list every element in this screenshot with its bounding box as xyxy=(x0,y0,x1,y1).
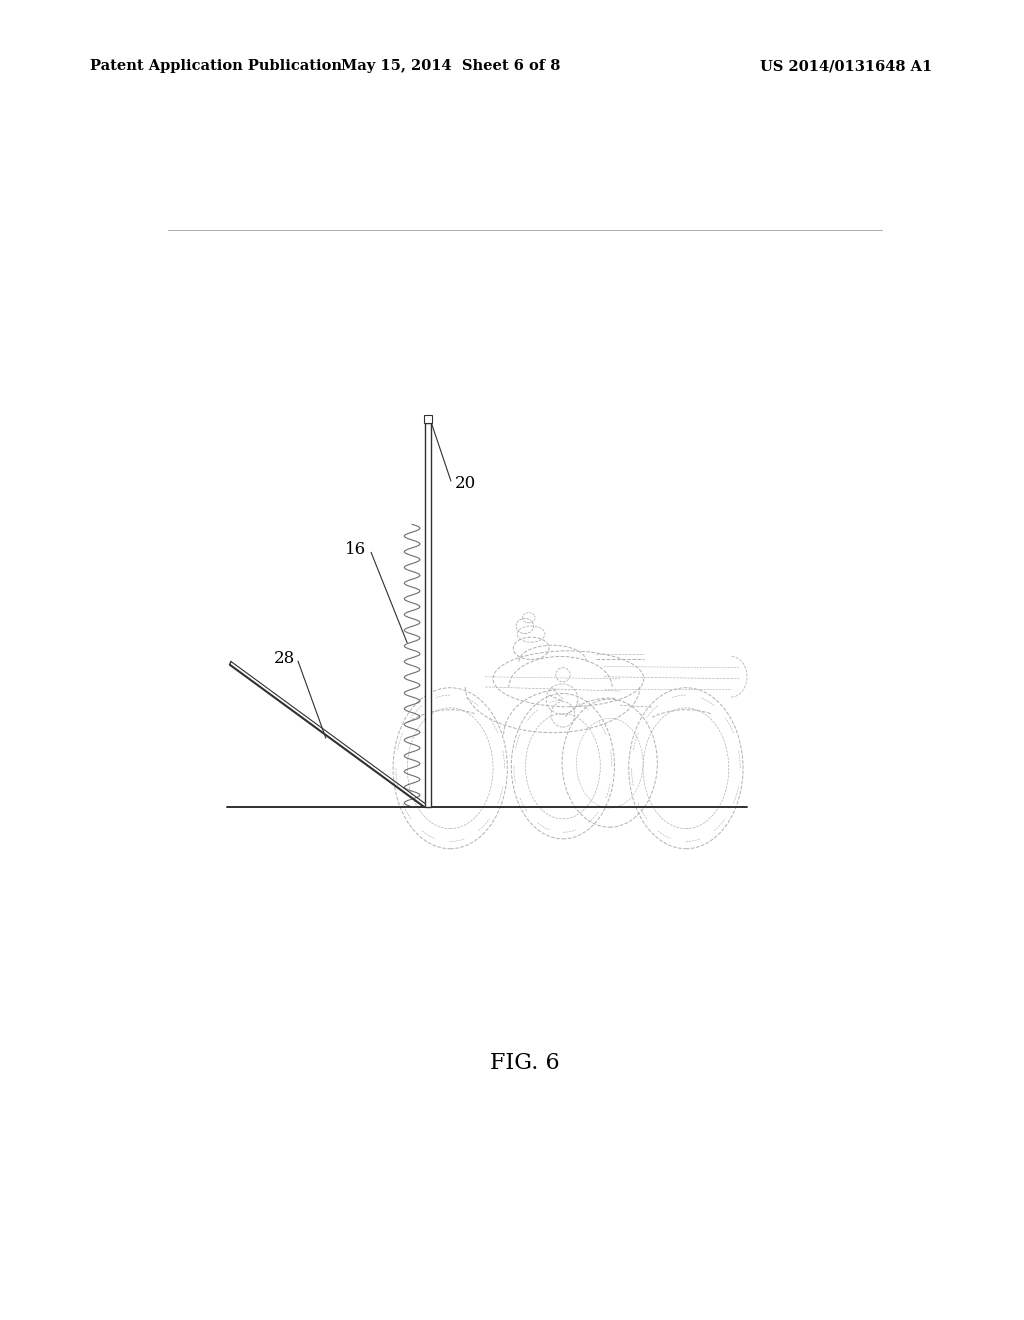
Text: May 15, 2014  Sheet 6 of 8: May 15, 2014 Sheet 6 of 8 xyxy=(341,59,560,74)
Text: 16: 16 xyxy=(345,541,367,558)
Text: 28: 28 xyxy=(273,649,295,667)
Text: FIG. 6: FIG. 6 xyxy=(490,1052,559,1074)
Bar xyxy=(424,414,432,422)
Text: Patent Application Publication: Patent Application Publication xyxy=(90,59,342,74)
Text: US 2014/0131648 A1: US 2014/0131648 A1 xyxy=(760,59,932,74)
Bar xyxy=(425,422,431,807)
Text: 20: 20 xyxy=(455,475,476,492)
